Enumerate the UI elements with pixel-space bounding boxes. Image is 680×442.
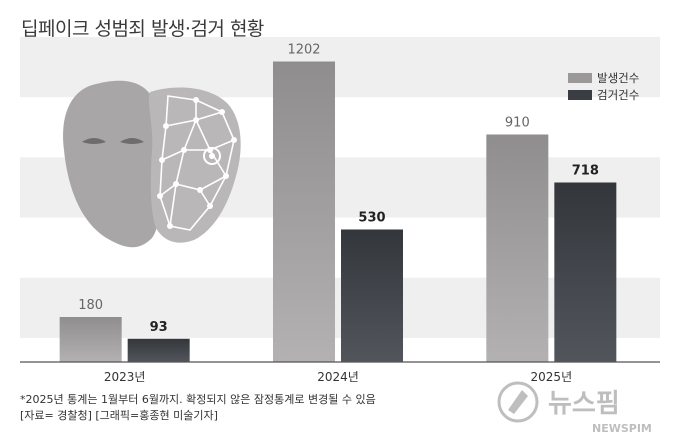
wire-node	[157, 193, 163, 199]
wire-node	[163, 123, 169, 129]
wire-eye-pupil-icon	[209, 153, 215, 159]
bars-layer: 180 93 1202 530 910 718	[59, 43, 617, 362]
wire-node	[193, 97, 199, 103]
mask-right-icon	[148, 87, 241, 243]
wire-node	[167, 223, 173, 229]
data-label: 718	[572, 164, 599, 179]
wire-node	[223, 173, 229, 179]
legend: 발생건수 검거건수	[568, 69, 639, 103]
legend-label-report: 발생건수	[597, 70, 640, 85]
x-axis-ticks: 2023년 2024년 2025년	[104, 370, 572, 384]
newspim-logo-icon	[497, 381, 539, 423]
wire-node	[219, 109, 225, 115]
footnote-source: [자료= 경찰청] [그래픽=홍종현 미술기자]	[20, 409, 218, 422]
wire-node	[159, 157, 165, 163]
newspim-logo-mark-icon	[508, 390, 528, 414]
data-label: 93	[150, 320, 168, 335]
wire-node	[193, 117, 199, 123]
legend-item-arrest: 검거건수	[568, 86, 639, 103]
watermark-name: 뉴스핌	[548, 389, 620, 419]
bar-report	[486, 134, 549, 362]
data-label: 180	[78, 298, 103, 313]
bar-arrest	[127, 338, 190, 362]
chart-title: 딥페이크 성범죄 발생·검거 현황	[21, 18, 264, 40]
mask-left-eye-icon	[82, 138, 106, 144]
x-tick-label: 2023년	[104, 370, 146, 384]
mask-left-eye2-icon	[120, 138, 144, 144]
grid-band	[20, 277, 660, 338]
wire-node	[231, 137, 237, 143]
footnote-note: *2025년 통계는 1월부터 6월까지. 확정되지 않은 잠정통계로 변경될 …	[20, 393, 376, 406]
deepfake-mask-illustration	[63, 80, 241, 248]
legend-swatch-report	[568, 72, 592, 83]
data-label: 1202	[287, 43, 320, 58]
x-tick-label: 2025년	[531, 370, 573, 384]
legend-swatch-arrest	[568, 89, 592, 100]
wire-node	[207, 203, 213, 209]
watermark-latin: NEWSPIM	[592, 422, 652, 435]
bar-arrest	[341, 229, 403, 362]
legend-item-report: 발생건수	[568, 69, 639, 86]
wire-node	[197, 187, 203, 193]
data-label: 530	[358, 211, 385, 226]
mask-left-icon	[63, 80, 160, 248]
wire-eye-icon	[203, 147, 221, 165]
footnote: *2025년 통계는 1월부터 6월까지. 확정되지 않은 잠정통계로 변경될 …	[20, 392, 376, 424]
bar-chart: 180 93 1202 530 910 718 2023년 2024년 2025년	[20, 37, 660, 384]
bar-arrest	[554, 182, 617, 362]
bar-report	[273, 61, 335, 362]
legend-label-arrest: 검거건수	[597, 87, 640, 102]
wire-node	[181, 147, 187, 153]
bar-report	[59, 317, 122, 362]
x-tick-label: 2024년	[317, 370, 359, 384]
wire-node	[173, 181, 179, 187]
newspim-watermark: 뉴스핌 NEWSPIM	[497, 381, 652, 435]
data-label: 910	[505, 116, 530, 131]
